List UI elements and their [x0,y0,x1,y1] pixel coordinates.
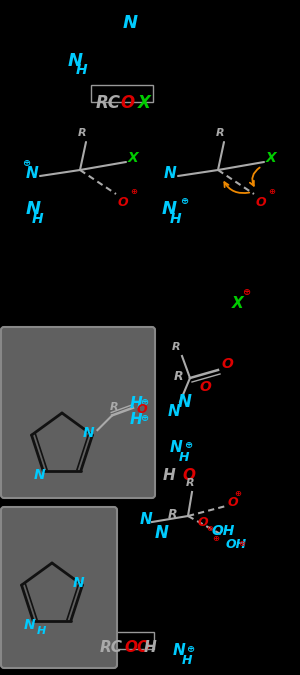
Text: R: R [186,478,194,488]
Text: O: O [182,468,195,483]
Text: N: N [170,440,183,455]
Text: N: N [140,512,153,527]
Text: N: N [162,200,177,218]
Text: ⊕: ⊕ [140,413,148,423]
Text: ⊕: ⊕ [186,644,194,654]
Text: R: R [174,370,184,383]
Text: O: O [200,380,212,394]
Text: X: X [266,151,277,165]
Text: N: N [164,167,177,182]
Text: H: H [144,640,157,655]
FancyArrowPatch shape [224,182,249,193]
Bar [94,632,154,649]
FancyBboxPatch shape [1,327,155,498]
FancyArrowPatch shape [250,167,260,186]
Text: N: N [33,468,45,482]
Text: H: H [32,212,44,226]
Text: N: N [68,52,83,70]
FancyBboxPatch shape [1,507,117,668]
Text: N: N [155,524,169,542]
Text: N: N [123,14,138,32]
Text: O: O [118,196,129,209]
Text: ⊕: ⊕ [140,397,148,407]
Text: X: X [232,296,244,311]
Bar [91,85,153,102]
Text: ⊕: ⊕ [238,539,245,548]
Text: OO: OO [124,640,150,655]
Text: X: X [138,94,151,112]
Text: O: O [120,94,134,112]
Text: N: N [26,167,39,182]
Text: N: N [82,426,94,440]
Text: R: R [78,128,86,138]
Text: O: O [228,495,238,508]
Text: ⊕: ⊕ [180,196,188,206]
Text: H: H [130,412,143,427]
Text: H: H [37,626,46,636]
Text: O: O [256,196,267,209]
Text: N: N [178,393,192,411]
Text: H: H [179,451,190,464]
Text: N: N [173,643,186,658]
Text: ⊕: ⊕ [212,534,219,543]
Text: R: R [216,128,224,138]
Text: ⊕: ⊕ [184,440,192,450]
Text: OH: OH [226,538,247,551]
Text: ⊕: ⊕ [130,188,137,196]
Text: RC: RC [96,94,121,112]
Text: H: H [182,654,193,667]
Text: H: H [76,63,88,77]
Text: ⊕: ⊕ [235,489,242,498]
Text: R: R [172,342,180,352]
Text: O: O [198,516,208,529]
Text: O: O [221,357,233,371]
Text: OH: OH [212,524,236,538]
Text: ⊕: ⊕ [206,524,213,533]
Text: H: H [170,212,182,226]
Text: N: N [26,200,41,218]
Text: N: N [23,618,35,632]
Text: N: N [73,576,84,590]
Text: ⊕: ⊕ [22,158,30,168]
Text: O: O [137,403,148,416]
Text: ⊕: ⊕ [242,287,250,297]
Text: X: X [128,151,139,165]
Text: ⊕: ⊕ [268,188,275,196]
Text: R: R [110,402,118,412]
Text: H: H [130,396,143,411]
Text: N: N [168,404,181,419]
Text: RC: RC [100,640,123,655]
Text: H: H [163,468,176,483]
Text: R: R [168,508,178,521]
